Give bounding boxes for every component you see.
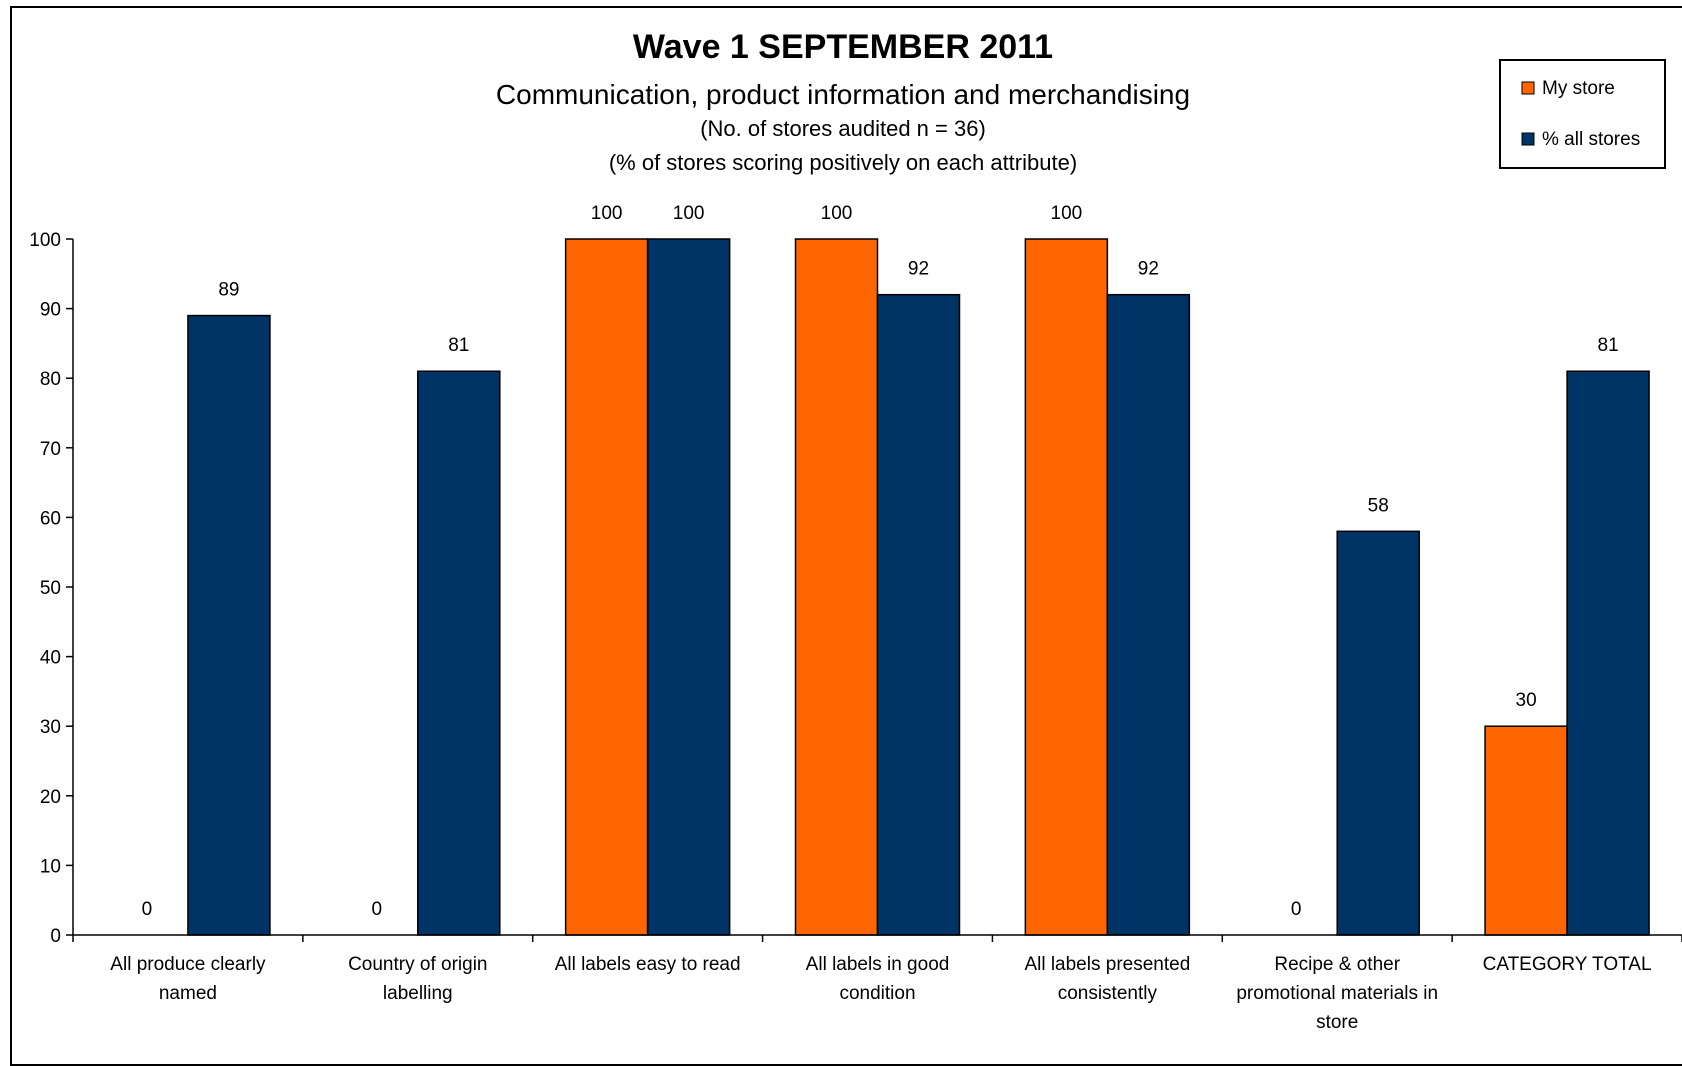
x-category-label: All labels presented consistently xyxy=(1024,954,1190,1004)
legend-swatch-all-stores xyxy=(1521,132,1535,146)
chart-note-sample-size: (No. of stores audited n = 36) xyxy=(700,116,986,141)
data-label-all-stores: 81 xyxy=(1598,335,1619,356)
data-label-my-store: 100 xyxy=(591,203,623,224)
data-label-my-store: 0 xyxy=(371,899,382,920)
y-tick-label: 80 xyxy=(40,369,61,390)
data-label-my-store: 30 xyxy=(1516,690,1537,711)
bars: 0 0 100 100 100 0 30 89 81 100 92 92 58 81 xyxy=(142,203,1650,936)
y-tick-label: 0 xyxy=(50,926,61,947)
x-category-label: All produce clearly named xyxy=(110,954,266,1004)
data-label-all-stores: 58 xyxy=(1368,495,1389,516)
data-label-all-stores: 81 xyxy=(448,335,469,356)
x-category-label: All labels easy to read xyxy=(555,954,741,975)
x-axis: All produce clearly named Country of origi… xyxy=(72,934,1682,1033)
y-tick-label: 70 xyxy=(40,439,61,460)
x-category-label: Recipe & other promotional materials in st… xyxy=(1236,954,1438,1033)
data-label-my-store: 0 xyxy=(142,899,153,920)
bar-my-store xyxy=(1484,725,1568,936)
bar-my-store xyxy=(794,238,879,936)
y-tick-label: 30 xyxy=(40,717,61,738)
bar-my-store xyxy=(564,238,649,936)
x-category-label: All labels in good condition xyxy=(806,954,950,1004)
legend-label-my-store: My store xyxy=(1542,78,1615,99)
data-label-all-stores: 89 xyxy=(218,280,239,301)
bar-all-stores xyxy=(1106,293,1191,936)
legend-swatch-my-store xyxy=(1521,81,1535,95)
chart-title: Wave 1 SEPTEMBER 2011 xyxy=(633,28,1053,66)
y-tick-label: 60 xyxy=(40,508,61,529)
bar-all-stores xyxy=(1566,370,1650,936)
y-tick-label: 10 xyxy=(40,856,61,877)
legend-box xyxy=(1499,59,1666,169)
data-label-all-stores: 100 xyxy=(673,203,705,224)
y-tick-label: 90 xyxy=(40,300,61,321)
bar-all-stores xyxy=(876,293,961,936)
legend-label-all-stores: % all stores xyxy=(1542,129,1640,150)
chart-note-scoring: (% of stores scoring positively on each … xyxy=(609,150,1077,175)
y-tick-label: 50 xyxy=(40,578,61,599)
chart-subtitle: Communication, product information and m… xyxy=(496,79,1190,110)
bar-all-stores xyxy=(1336,530,1420,936)
y-tick-label: 40 xyxy=(40,648,61,669)
y-tick-label: 100 xyxy=(29,230,61,251)
bar-all-stores xyxy=(187,314,271,936)
data-label-my-store: 100 xyxy=(821,203,853,224)
data-label-all-stores: 92 xyxy=(1138,259,1159,280)
bar-all-stores xyxy=(417,370,501,936)
y-tick-label: 20 xyxy=(40,787,61,808)
data-label-all-stores: 92 xyxy=(908,259,929,280)
legend: My store % all stores xyxy=(1499,59,1666,169)
data-label-my-store: 0 xyxy=(1291,899,1302,920)
y-axis: 0 10 20 30 40 50 60 70 80 90 100 xyxy=(29,230,74,947)
bar-all-stores xyxy=(646,238,731,936)
x-category-label: Country of origin labelling xyxy=(348,954,487,1004)
bar-my-store xyxy=(1024,238,1109,936)
data-label-my-store: 100 xyxy=(1051,203,1083,224)
x-category-label: CATEGORY TOTAL xyxy=(1483,954,1652,975)
